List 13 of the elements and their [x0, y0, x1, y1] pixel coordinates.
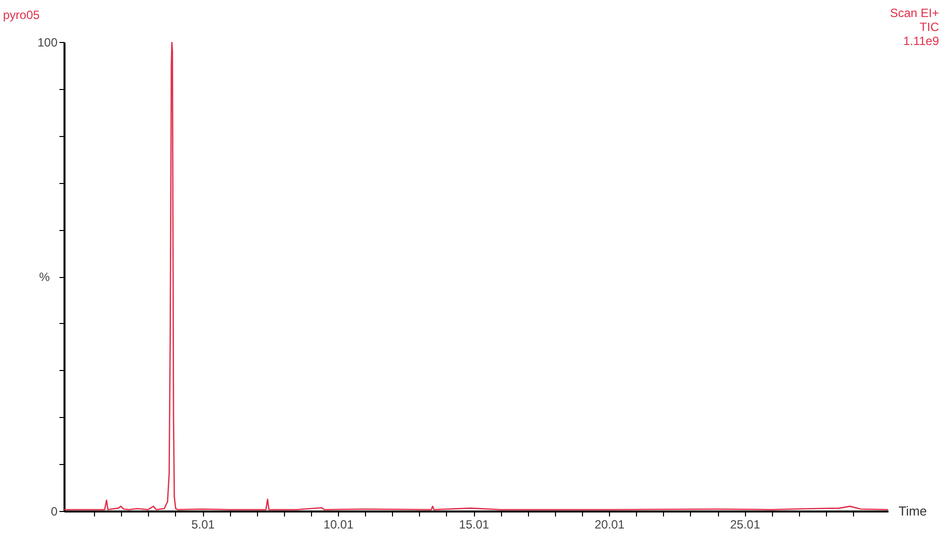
- text: Scan EI+: [890, 6, 939, 20]
- x-axis-title: Time: [898, 504, 927, 518]
- chart-title: pyro05: [2, 8, 40, 22]
- y-axis-title: %: [39, 270, 50, 284]
- x-tick-label: 25.01: [730, 518, 760, 532]
- x-tick-label: 15.01: [459, 518, 490, 532]
- y-tick-label: 0: [50, 504, 58, 518]
- x-tick-label: 5.01: [191, 518, 216, 532]
- x-tick-label: 20.01: [594, 518, 625, 532]
- text: 1.11e9: [902, 34, 939, 48]
- text: TIC: [918, 20, 939, 34]
- y-tick-label: 100: [37, 36, 58, 50]
- x-tick-label: 10.01: [324, 518, 354, 532]
